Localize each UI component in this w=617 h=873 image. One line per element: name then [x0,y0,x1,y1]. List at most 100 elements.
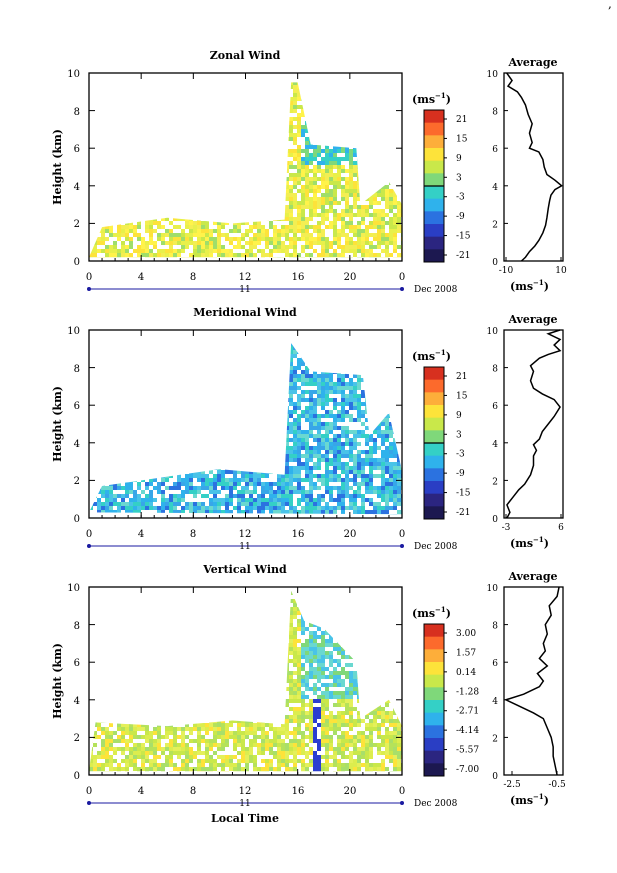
heatmap-cell [237,149,241,153]
heatmap-cell [377,225,381,229]
heatmap-cell [109,105,113,109]
heatmap-cell [281,382,285,386]
heatmap-cell [197,177,201,181]
heatmap-cell [241,117,245,121]
heatmap-cell [181,165,185,169]
heatmap-cell [181,105,185,109]
heatmap-cell [217,490,221,494]
heatmap-cell [149,354,153,358]
heatmap-cell [105,253,109,257]
heatmap-cell [117,354,121,358]
heatmap-cell [173,173,177,177]
heatmap-cell [157,414,161,418]
heatmap-cell [137,366,141,370]
heatmap-cell [161,410,165,414]
heatmap-cell [297,209,301,213]
heatmap-cell [293,454,297,458]
heatmap-cell [189,105,193,109]
heatmap-cell [241,169,245,173]
heatmap-cell [301,382,305,386]
heatmap-cell [337,245,341,249]
heatmap-cell [209,394,213,398]
heatmap-cell [225,430,229,434]
heatmap-cell [245,474,249,478]
heatmap-cell [137,85,141,89]
heatmap-cell [265,105,269,109]
heatmap-cell [137,257,141,258]
heatmap-cell [181,494,185,498]
heatmap-cell [125,165,129,169]
heatmap-cell [301,89,305,93]
heatmap-cell [353,241,357,245]
heatmap-cell [341,93,345,97]
heatmap-cell [273,245,277,249]
heatmap-cell [253,101,257,105]
heatmap-cell [105,470,109,474]
heatmap-cell [357,133,361,137]
heatmap-cell [309,237,313,241]
heatmap-cell [105,249,109,253]
heatmap-cell [257,185,261,189]
heatmap-cell [189,217,193,221]
heatmap-cell [233,390,237,394]
heatmap-cell [253,77,257,81]
heatmap-cell [305,93,309,97]
heatmap-cell [217,141,221,145]
heatmap-cell [393,113,397,117]
heatmap-cell [261,414,265,418]
heatmap-cell [317,197,321,201]
heatmap-cell [289,77,293,81]
heatmap-cell [105,153,109,157]
heatmap-cell [253,390,257,394]
heatmap-cell [157,153,161,157]
heatmap-cell [277,490,281,494]
heatmap-cell [201,173,205,177]
heatmap-cell [149,410,153,414]
heatmap-cell [129,173,133,177]
heatmap-cell [161,354,165,358]
heatmap-cell [201,221,205,225]
heatmap-cell [301,201,305,205]
heatmap-cell [233,386,237,390]
heatmap-cell [141,446,145,450]
heatmap-cell [101,129,105,133]
heatmap-cell [381,77,385,81]
heatmap-cell [193,442,197,446]
heatmap-cell [109,378,113,382]
heatmap-cell [165,121,169,125]
heatmap-cell [177,225,181,229]
heatmap-cell [229,494,233,498]
heatmap-cell [249,101,253,105]
heatmap-cell [289,378,293,382]
heatmap-cell [185,378,189,382]
heatmap-cell [289,137,293,141]
heatmap-cell [141,346,145,350]
heatmap-cell [161,466,165,470]
heatmap-cell [153,498,157,502]
heatmap-cell [197,450,201,454]
heatmap-cell [269,125,273,129]
heatmap-cell [181,181,185,185]
heatmap-cell [153,141,157,145]
heatmap-cell [293,97,297,101]
heatmap-cell [177,390,181,394]
heatmap-cell [149,185,153,189]
heatmap-cell [245,470,249,474]
heatmap-cell [313,173,317,177]
heatmap-cell [393,105,397,109]
heatmap-cell [377,101,381,105]
heatmap-cell [253,245,257,249]
heatmap-cell [153,438,157,442]
heatmap-cell [237,442,241,446]
heatmap-cell [281,486,285,490]
heatmap-cell [357,97,361,101]
heatmap-cell [253,498,257,502]
heatmap-cell [381,189,385,193]
heatmap-cell [105,430,109,434]
heatmap-cell [121,149,125,153]
heatmap-cell [237,121,241,125]
heatmap-cell [225,358,229,362]
heatmap-cell [261,474,265,478]
heatmap-cell [169,109,173,113]
heatmap-cell [349,189,353,193]
